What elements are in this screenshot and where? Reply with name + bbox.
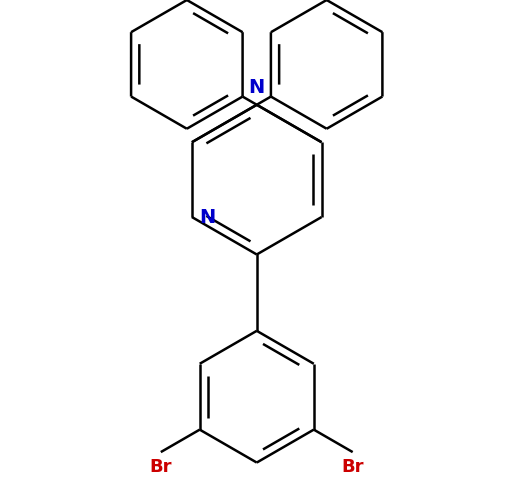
Text: N: N xyxy=(249,79,265,97)
Text: Br: Br xyxy=(342,458,364,476)
Text: N: N xyxy=(199,207,216,227)
Text: Br: Br xyxy=(150,458,172,476)
